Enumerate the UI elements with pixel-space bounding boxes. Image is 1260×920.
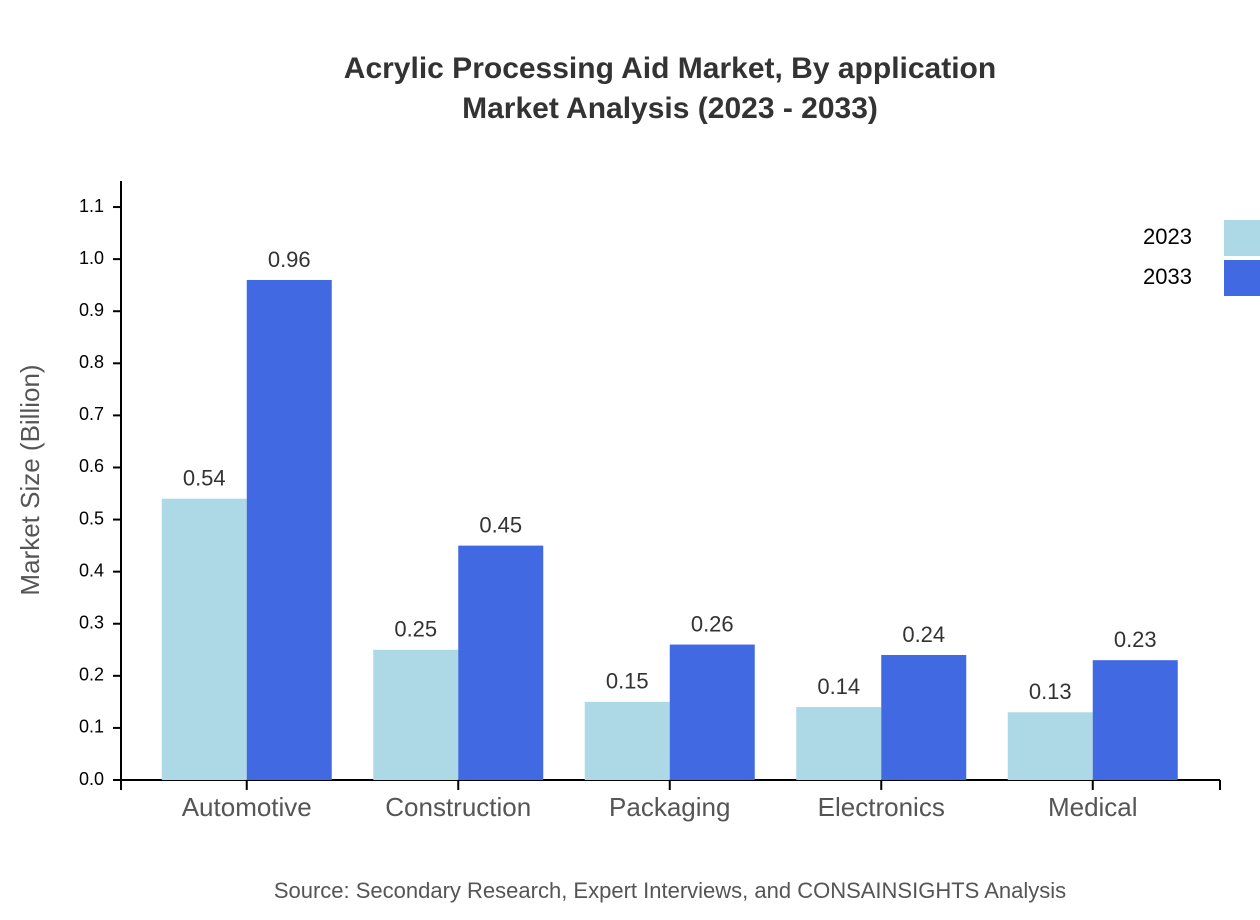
y-axis-label: Market Size (Billion) <box>15 364 45 595</box>
bar <box>584 701 670 780</box>
bar <box>796 707 882 780</box>
bar <box>1007 712 1093 780</box>
chart-title: Acrylic Processing Aid Market, By applic… <box>344 52 996 85</box>
source-note: Source: Secondary Research, Expert Inter… <box>274 878 1066 903</box>
y-tick-label: 0.0 <box>79 769 104 789</box>
x-tick-label: Packaging <box>609 792 730 822</box>
data-label: 0.23 <box>1114 627 1157 652</box>
data-label: 0.15 <box>606 669 649 694</box>
legend-label: 2033 <box>1143 264 1192 289</box>
y-tick-label: 0.8 <box>79 352 104 372</box>
data-label: 0.24 <box>902 622 945 647</box>
legend-swatch <box>1224 220 1260 256</box>
y-tick-label: 0.7 <box>79 404 104 424</box>
y-tick-label: 0.4 <box>79 560 104 580</box>
data-label: 0.45 <box>479 512 522 537</box>
bar <box>458 545 544 780</box>
y-tick-label: 1.0 <box>79 248 104 268</box>
y-tick-label: 0.6 <box>79 456 104 476</box>
x-tick-label: Medical <box>1048 792 1138 822</box>
y-tick-label: 0.9 <box>79 300 104 320</box>
y-tick-label: 0.5 <box>79 508 104 528</box>
x-tick-label: Construction <box>385 792 531 822</box>
data-label: 0.25 <box>394 617 437 642</box>
data-label: 0.13 <box>1029 679 1072 704</box>
data-label: 0.14 <box>817 674 860 699</box>
bar <box>881 654 967 780</box>
bar <box>1092 660 1178 780</box>
legend-swatch <box>1224 260 1260 296</box>
y-tick-label: 0.3 <box>79 612 104 632</box>
data-label: 0.26 <box>691 611 734 636</box>
y-tick-label: 0.1 <box>79 717 104 737</box>
chart-subtitle: Market Analysis (2023 - 2033) <box>462 92 878 125</box>
data-label: 0.96 <box>268 247 311 272</box>
data-label: 0.54 <box>183 466 226 491</box>
legend-label: 2023 <box>1143 224 1192 249</box>
bar <box>161 498 247 780</box>
x-tick-label: Electronics <box>818 792 945 822</box>
bar <box>246 279 332 780</box>
y-tick-label: 0.2 <box>79 665 104 685</box>
bar <box>373 649 459 780</box>
y-tick-label: 1.1 <box>79 196 104 216</box>
x-tick-label: Automotive <box>182 792 312 822</box>
bar <box>669 644 755 780</box>
